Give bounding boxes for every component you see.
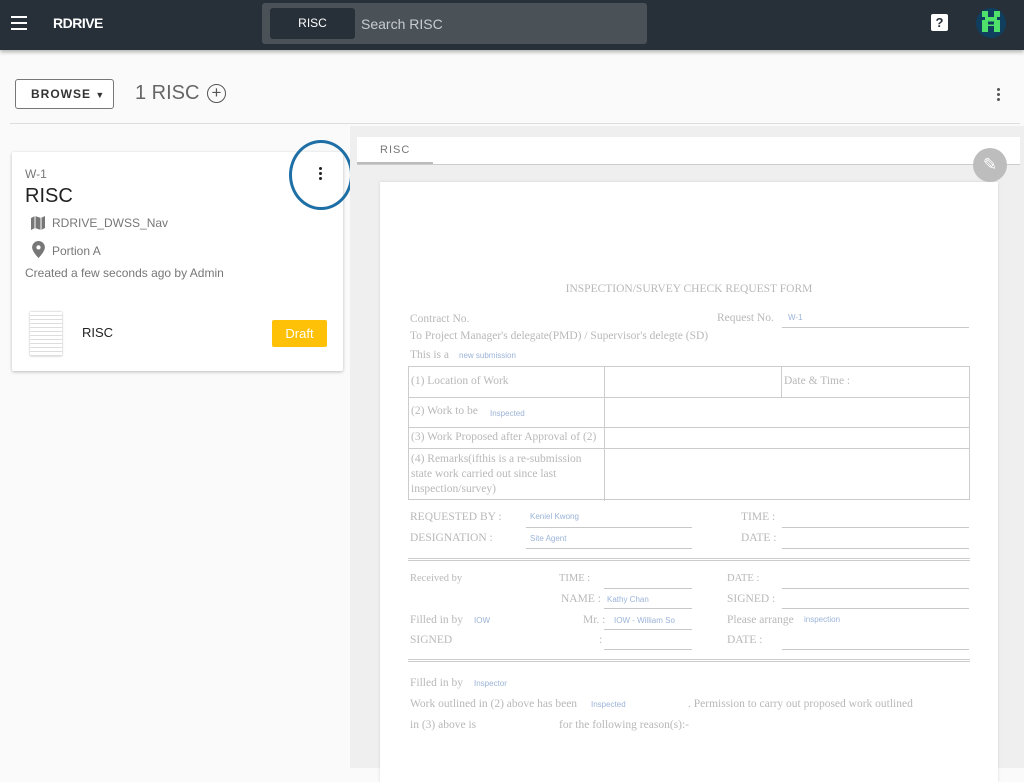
underline	[604, 608, 692, 609]
card-map: RDRIVE_DWSS_Nav	[52, 216, 169, 230]
arrange-value: inspection	[804, 615, 841, 624]
reasons-label: for the following reason(s):-	[559, 719, 689, 731]
underline	[782, 649, 969, 650]
doc-name: RISC	[82, 325, 114, 340]
received-by-label: Received by	[410, 573, 463, 584]
row3-label: (3) Work Proposed after Approval of (2)	[411, 431, 597, 443]
edit-pencil-icon[interactable]: ✎	[973, 148, 1007, 182]
logo[interactable]: RDRIVE	[53, 15, 103, 31]
menu-icon[interactable]	[11, 16, 27, 30]
form-table: (1) Location of Work Date & Time : (2) W…	[408, 366, 970, 501]
highlight-circle	[289, 140, 353, 210]
time-label: TIME :	[741, 511, 776, 523]
underline	[526, 548, 692, 549]
filled-by-value: IOW	[474, 616, 490, 625]
browse-label: BROWSE	[31, 87, 91, 101]
colon: :	[599, 634, 603, 646]
search-bar: RISC	[262, 3, 647, 44]
underline	[782, 548, 969, 549]
request-no-value: W-1	[788, 313, 803, 322]
tab-risc[interactable]: RISC	[380, 144, 411, 156]
separator	[408, 659, 970, 662]
underline	[604, 629, 692, 630]
card-location: Portion A	[52, 244, 101, 258]
permission-text: . Permission to carry out proposed work …	[688, 698, 913, 710]
date3-label: DATE :	[727, 634, 763, 646]
search-input[interactable]	[361, 3, 641, 44]
filled-by-value2: Inspector	[474, 679, 507, 688]
more-options-icon[interactable]	[997, 88, 1001, 103]
signed-label: SIGNED :	[727, 593, 776, 605]
separator	[408, 558, 970, 561]
filled-in-by-label: Filled in by	[410, 614, 464, 626]
status-badge: Draft	[272, 320, 327, 347]
map-icon	[31, 216, 45, 230]
underline	[604, 649, 692, 650]
row2-value: Inspected	[490, 409, 525, 418]
row1-label: (1) Location of Work	[411, 375, 509, 387]
requested-by-label: REQUESTED BY :	[410, 511, 502, 523]
signed2-label: SIGNED	[410, 634, 453, 646]
submission-type-value: new submission	[459, 351, 516, 360]
underline	[782, 527, 969, 528]
row2-label: (2) Work to be	[411, 405, 478, 417]
underline	[782, 608, 969, 609]
filled-in-by2-label: Filled in by	[410, 677, 464, 689]
add-circle-icon[interactable]: +	[207, 84, 226, 103]
caret-down-icon: ▼	[95, 90, 106, 100]
underline	[782, 588, 969, 589]
time2-label: TIME :	[559, 573, 591, 584]
card-code: W-1	[25, 167, 47, 181]
in3-label: in (3) above is	[410, 719, 477, 731]
help-icon[interactable]: ?	[931, 14, 948, 31]
document-thumbnail[interactable]	[30, 312, 62, 356]
mr-value: IOW - William So	[614, 616, 675, 625]
browse-button[interactable]: BROWSE ▼	[15, 79, 114, 109]
work-outlined-label: Work outlined in (2) above has been	[410, 698, 578, 710]
date2-label: DATE :	[727, 573, 760, 584]
request-no-label: Request No.	[717, 312, 774, 324]
form-title: INSPECTION/SURVEY CHECK REQUEST FORM	[565, 283, 813, 295]
row4-label: (4) Remarks(ifthis is a re-submission st…	[411, 453, 582, 495]
mr-label: Mr. :	[583, 614, 606, 626]
divider	[10, 123, 1020, 124]
avatar[interactable]	[976, 8, 1006, 38]
card-title: RISC	[25, 185, 73, 207]
contract-no-label: Contract No.	[410, 313, 470, 325]
tab-indicator	[357, 162, 433, 164]
app-header: RDRIVE RISC ?	[0, 0, 1024, 50]
viewer-tabs: RISC	[357, 137, 1020, 165]
requested-by-value: Keniel Kwong	[530, 512, 579, 521]
location-pin-icon	[32, 241, 45, 258]
underline	[526, 527, 692, 528]
to-line: To Project Manager's delegate(PMD) / Sup…	[410, 330, 709, 342]
name-value: Kathy Chan	[607, 595, 649, 604]
this-is-a-label: This is a	[410, 349, 449, 361]
date-time-label: Date & Time :	[784, 375, 851, 387]
risc-card[interactable]: W-1 RISC RDRIVE_DWSS_Nav Portion A Creat…	[12, 152, 343, 371]
underline	[782, 327, 969, 328]
form-document: INSPECTION/SURVEY CHECK REQUEST FORM Con…	[380, 182, 998, 782]
item-count: 1 RISC	[135, 82, 200, 104]
search-scope-chip[interactable]: RISC	[270, 8, 355, 39]
work-outlined-value: Inspected	[591, 700, 626, 709]
designation-value: Site Agent	[530, 534, 567, 543]
date-label: DATE :	[741, 532, 777, 544]
please-arrange-label: Please arrange	[727, 614, 794, 626]
name-label: NAME :	[561, 593, 601, 605]
underline	[604, 588, 692, 589]
card-created: Created a few seconds ago by Admin	[25, 266, 224, 280]
designation-label: DESIGNATION :	[410, 532, 493, 544]
